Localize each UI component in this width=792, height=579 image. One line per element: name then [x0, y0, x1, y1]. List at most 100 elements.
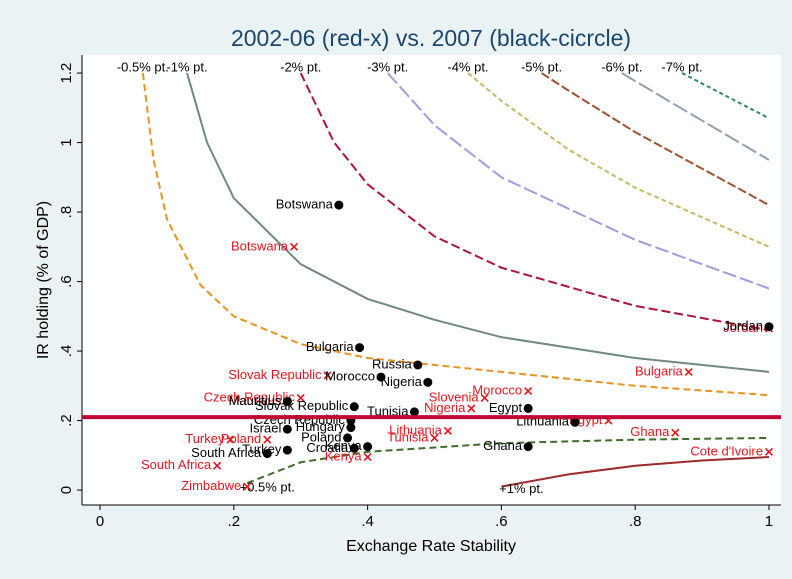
contour-line — [540, 72, 770, 206]
circle-marker — [262, 449, 272, 459]
circle-marker — [363, 442, 373, 452]
point-label: Slovenia — [429, 389, 480, 404]
point-label: Jordan — [723, 320, 763, 335]
x-marker — [363, 452, 372, 462]
point-label: Bulgaria — [306, 339, 354, 354]
contour-line — [386, 72, 770, 290]
x-marker — [289, 242, 299, 251]
contour-label: +0.5% pt. — [240, 480, 295, 495]
x-marker — [480, 393, 489, 403]
point-label: Bulgaria — [635, 363, 683, 378]
x-marker — [524, 386, 533, 396]
circle-marker — [334, 200, 344, 210]
x-tick-label: 1 — [765, 513, 773, 530]
contour-label: -3% pt. — [367, 59, 408, 74]
point-label: Botswana — [231, 238, 289, 253]
point-label: Ghana — [630, 424, 670, 439]
x-tick-label: .4 — [361, 513, 374, 530]
y-tick-label: 0 — [58, 486, 75, 494]
plot-area — [82, 55, 781, 505]
x-marker — [213, 461, 222, 470]
circle-marker — [349, 443, 359, 453]
point-label: Turkey — [242, 442, 282, 457]
contour-label: -7% pt. — [661, 59, 702, 74]
x-marker — [263, 435, 272, 444]
x-marker — [226, 435, 235, 444]
point-label: Cote d'Ivoire — [690, 443, 763, 458]
point-label: Jordan — [723, 318, 763, 333]
x-marker — [430, 433, 439, 442]
x-tick-label: .2 — [228, 513, 241, 530]
point-label: Slovak Republic — [228, 367, 322, 382]
x-tick-label: .6 — [495, 513, 508, 530]
contour-label: -5% pt. — [521, 59, 562, 74]
point-label: Nigeria — [424, 400, 466, 415]
point-label: Poland — [301, 429, 341, 444]
circle-marker — [570, 417, 580, 427]
point-label: Hungary — [296, 419, 346, 434]
y-tick-label: 1 — [58, 138, 75, 146]
circle-marker — [346, 423, 356, 433]
y-tick-label: .8 — [58, 206, 75, 219]
circle-marker — [355, 343, 365, 353]
point-label: Morocco — [472, 382, 522, 397]
contour-line — [299, 72, 770, 332]
point-label: Botswana — [276, 197, 334, 212]
point-label: Poland — [221, 431, 261, 446]
circle-marker — [764, 322, 774, 332]
x-marker — [243, 482, 252, 491]
contour-line — [141, 72, 770, 397]
contour-line — [501, 456, 770, 488]
x-marker — [296, 393, 305, 403]
point-label: Tunisia — [387, 429, 429, 444]
x-marker — [684, 367, 693, 376]
contour-label: +1% pt. — [499, 481, 543, 496]
point-label: Egypt — [489, 400, 523, 415]
circle-marker — [282, 424, 292, 434]
circle-marker — [349, 402, 359, 412]
contour-line — [467, 72, 770, 248]
circle-marker — [413, 360, 423, 370]
point-label: Mauritius — [229, 393, 282, 408]
x-marker — [467, 404, 476, 413]
contour-label: -4% pt. — [447, 59, 488, 74]
x-tick-label: 0 — [96, 513, 104, 530]
y-tick-label: 1.2 — [58, 63, 75, 84]
contour-label: -2% pt. — [280, 59, 321, 74]
point-label: Nigeria — [381, 374, 423, 389]
contour-line — [186, 72, 770, 373]
x-marker — [323, 371, 332, 380]
point-label: Zimbabwe — [181, 478, 241, 493]
point-label: Mauritius — [229, 393, 282, 408]
contour-label: -6% pt. — [601, 59, 642, 74]
point-label: Tunisia — [367, 403, 409, 418]
x-marker — [764, 447, 774, 456]
contour-line — [246, 436, 769, 485]
point-label: South Africa — [141, 457, 212, 472]
point-label: Croatia — [306, 440, 349, 455]
chart-title: 2002-06 (red-x) vs. 2007 (black-cicrcle) — [231, 25, 631, 51]
circle-marker — [409, 407, 419, 417]
point-label: Morocco — [325, 369, 375, 384]
point-label: Israel — [250, 421, 282, 436]
contour-label: -0.5% pt. — [117, 59, 169, 74]
y-tick-label: .2 — [58, 414, 75, 427]
contour-line — [681, 72, 770, 120]
x-axis-label: Exchange Rate Stability — [346, 538, 516, 555]
x-tick-label: .8 — [629, 513, 642, 530]
y-axis-label: IR holding (% of GDP) — [35, 201, 52, 359]
contour-line — [621, 72, 770, 161]
point-label: Czech Republic — [204, 389, 296, 404]
point-label: Lithuania — [389, 422, 443, 437]
circle-marker — [376, 372, 386, 382]
point-label: Slovak Republic — [255, 398, 349, 413]
point-label: Turkey — [185, 431, 225, 446]
y-tick-label: .6 — [58, 275, 75, 288]
y-tick-label: .4 — [58, 345, 75, 358]
point-label: Ghana — [483, 438, 523, 453]
contour-label: -1% pt. — [166, 59, 207, 74]
circle-marker — [523, 442, 533, 452]
circle-marker — [523, 403, 533, 413]
